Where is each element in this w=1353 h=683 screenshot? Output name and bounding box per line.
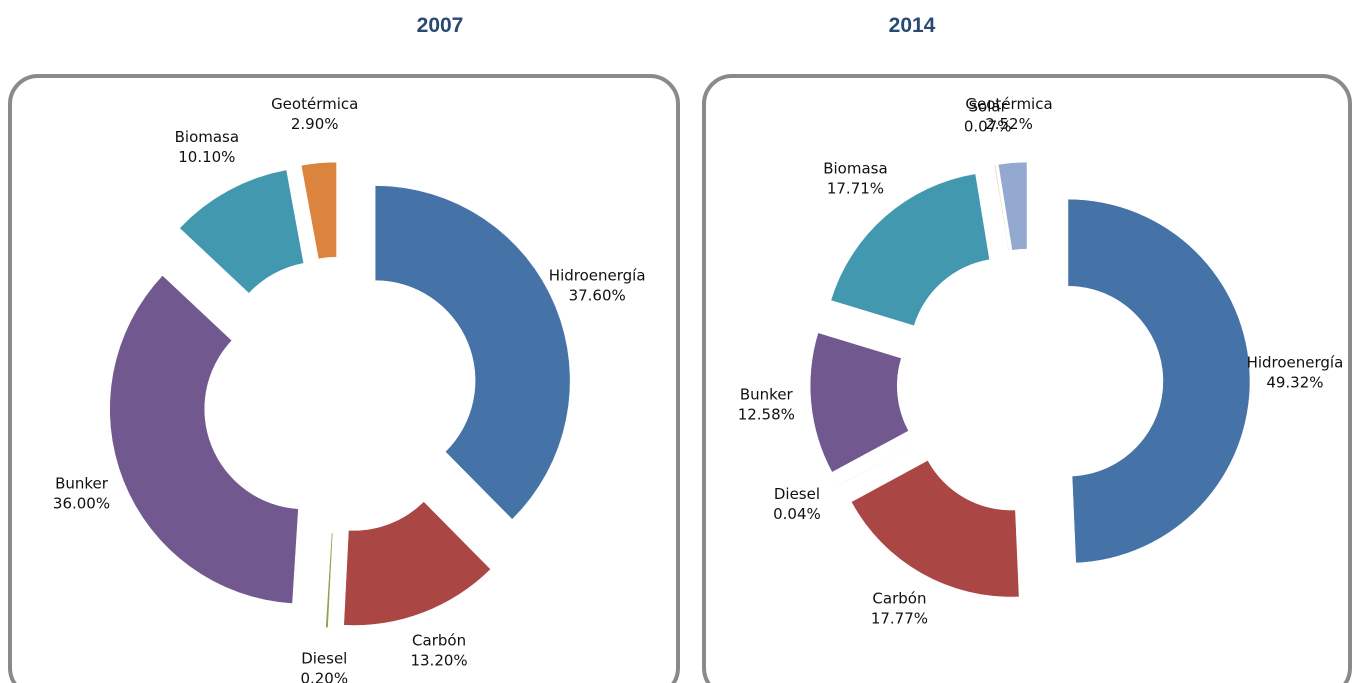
donut-slice (109, 275, 299, 604)
slice-label: Biomasa (823, 160, 887, 178)
slice-value: 0.20% (300, 670, 348, 683)
slice-value: 36.00% (53, 494, 110, 512)
slice-value: 0.07% (964, 117, 1012, 135)
slice-label: Geotérmica (271, 95, 358, 113)
chart-title: 2014 (889, 14, 936, 37)
slice-value: 0.04% (773, 505, 821, 523)
slice-value: 2.90% (291, 115, 339, 133)
slice-value: 12.58% (738, 405, 795, 423)
donut-slice (1067, 198, 1251, 564)
slice-value: 37.60% (569, 286, 626, 304)
slice-label: Carbón (872, 590, 926, 608)
slice-value: 17.77% (871, 610, 928, 628)
slice-label: Diesel (301, 650, 347, 668)
slice-label: Carbón (412, 632, 466, 650)
donut-slice (325, 532, 334, 628)
donut-slice (850, 460, 1020, 598)
slice-value: 49.32% (1266, 373, 1323, 391)
donut-slice (998, 161, 1028, 251)
slice-value: 10.10% (178, 148, 235, 166)
slice-label: Biomasa (175, 128, 239, 146)
slice-value: 17.71% (827, 180, 884, 198)
donut-slice (374, 185, 571, 520)
donut-slice (179, 169, 304, 294)
donut-slice (994, 164, 1010, 252)
slice-label: Diesel (774, 485, 820, 503)
slice-label: Bunker (740, 385, 794, 403)
donut-slice (836, 444, 914, 488)
panel (702, 74, 1352, 683)
donut-slice (809, 332, 909, 473)
donut-slice (343, 501, 491, 626)
slice-label: Hidroenergía (549, 266, 646, 284)
panel (8, 74, 680, 683)
slice-label: Solar (969, 97, 1008, 115)
donut-slice (830, 173, 990, 327)
slice-value: 13.20% (410, 652, 467, 670)
slice-value: 2.52% (985, 115, 1033, 133)
chart-title: 2007 (417, 14, 464, 37)
slice-label: Geotérmica (965, 95, 1052, 113)
slice-label: Bunker (55, 474, 109, 492)
slice-label: Hidroenergía (1247, 353, 1344, 371)
donut-slice (300, 161, 337, 260)
